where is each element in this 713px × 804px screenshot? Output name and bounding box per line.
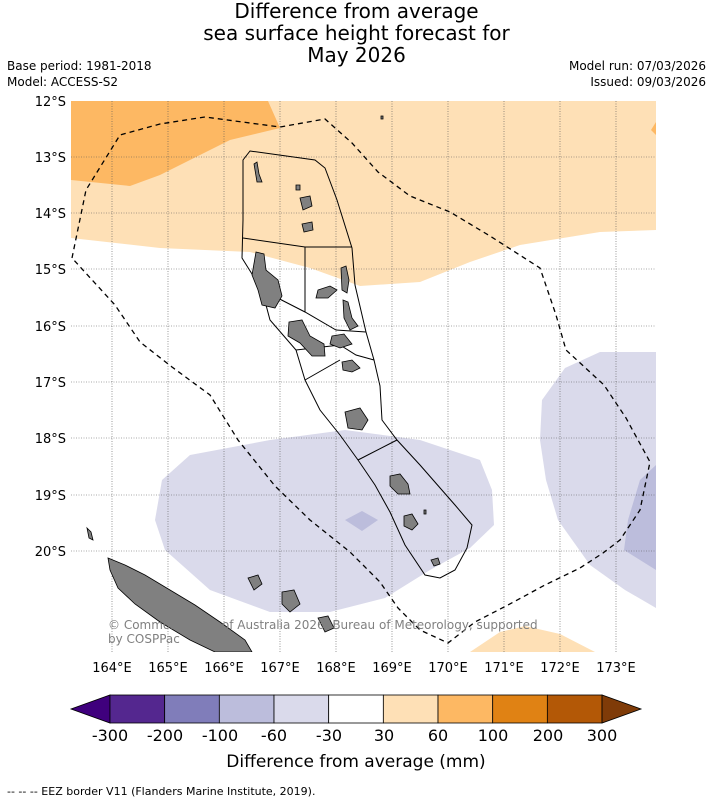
lat-label: 19°S bbox=[35, 489, 66, 504]
colorbar-tick-labels: -300 -200 -100 -60 -30 30 60 100 200 300 bbox=[92, 726, 617, 745]
island-loyalty-3 bbox=[317, 615, 335, 633]
island-loyalty-1 bbox=[247, 574, 263, 591]
chart-title: Difference from average sea surface heig… bbox=[0, 0, 713, 66]
title-line-3: May 2026 bbox=[307, 43, 406, 67]
lon-label: 173°E bbox=[596, 661, 636, 676]
anomaly-minus30-minus60-central bbox=[155, 430, 494, 612]
anomaly-60-100-east-edge bbox=[651, 122, 656, 135]
island-ambae bbox=[315, 285, 338, 299]
anomaly-30-60-south bbox=[470, 626, 595, 652]
colorbar-swatch bbox=[109, 694, 166, 724]
lat-label: 18°S bbox=[35, 432, 66, 447]
model-name: Model: ACCESS-S2 bbox=[7, 75, 119, 89]
copyright-line-1: © Commonwealth of Australia 2026, Bureau… bbox=[108, 618, 538, 632]
meta-right: Model run: 07/03/2026 Issued: 09/03/2026 bbox=[569, 58, 706, 90]
colorbar-swatch bbox=[273, 694, 330, 724]
lat-label: 16°S bbox=[35, 320, 66, 335]
island-efate bbox=[344, 407, 369, 431]
latitude-labels: 12°S 13°S 14°S 15°S 16°S 17°S 18°S 19°S … bbox=[35, 95, 66, 560]
island-loyalty-2 bbox=[281, 589, 301, 613]
island-espiritu-santo bbox=[251, 251, 283, 309]
anomaly-minus60-minus100-patch bbox=[345, 511, 378, 531]
lon-label: 164°E bbox=[92, 661, 132, 676]
base-period: Base period: 1981-2018 bbox=[7, 59, 152, 73]
colorbar-swatch bbox=[164, 694, 220, 724]
colorbar-extend-high bbox=[601, 694, 643, 724]
lon-label: 171°E bbox=[484, 661, 524, 676]
colorbar-tick-label: -30 bbox=[316, 726, 342, 745]
lon-label: 170°E bbox=[428, 661, 468, 676]
colorbar-tick-label: -100 bbox=[202, 726, 238, 745]
anomaly-30-60-north bbox=[71, 101, 656, 286]
island-erromango bbox=[389, 473, 411, 495]
colorbar-tick-label: -60 bbox=[261, 726, 287, 745]
colorbar-extend-low bbox=[69, 694, 111, 724]
lon-label: 167°E bbox=[260, 661, 300, 676]
island-small-east-2 bbox=[423, 509, 427, 515]
lat-label: 14°S bbox=[35, 207, 66, 222]
eez-border bbox=[71, 116, 651, 644]
island-aneityum bbox=[430, 557, 441, 567]
gridlines bbox=[71, 101, 656, 652]
island-gaua bbox=[301, 221, 314, 233]
colorbar-swatch bbox=[546, 694, 603, 724]
longitude-labels: 164°E 165°E 166°E 167°E 168°E 169°E 170°… bbox=[92, 661, 636, 676]
colorbar-tick-label: 300 bbox=[587, 726, 618, 745]
title-line-2: sea surface height forecast for bbox=[203, 21, 510, 45]
anomaly-minus60-minus100-east bbox=[624, 465, 656, 570]
colorbar-swatch bbox=[437, 694, 494, 724]
colorbar bbox=[69, 694, 643, 724]
title-line-1: Difference from average bbox=[234, 0, 479, 23]
colorbar-tick-label: 30 bbox=[374, 726, 394, 745]
island-torres bbox=[253, 161, 263, 183]
colorbar-tick-label: -200 bbox=[147, 726, 183, 745]
island-tanna bbox=[403, 513, 419, 531]
lat-label: 15°S bbox=[35, 263, 66, 278]
colorbar-tick-label: 60 bbox=[428, 726, 448, 745]
eez-footnote: -- -- -- EEZ border V11 (Flanders Marine… bbox=[7, 785, 316, 798]
map-area: © Commonwealth of Australia 2026, Bureau… bbox=[71, 101, 656, 652]
island-vanua-lava bbox=[299, 195, 313, 211]
colorbar-swatch bbox=[218, 694, 275, 724]
island-maewo bbox=[340, 265, 350, 294]
island-pentecost bbox=[342, 299, 359, 331]
island-epi bbox=[341, 359, 361, 373]
lon-label: 169°E bbox=[372, 661, 412, 676]
lon-label: 166°E bbox=[204, 661, 244, 676]
lon-label: 172°E bbox=[540, 661, 580, 676]
colorbar-swatch bbox=[328, 694, 384, 724]
colorbar-tick-label: 200 bbox=[533, 726, 564, 745]
island-new-caledonia bbox=[107, 557, 253, 652]
issued-date: Issued: 09/03/2026 bbox=[590, 75, 706, 89]
colorbar-tick-label: 100 bbox=[478, 726, 509, 745]
lon-label: 168°E bbox=[316, 661, 356, 676]
model-run: Model run: 07/03/2026 bbox=[568, 59, 706, 73]
lat-label: 20°S bbox=[35, 545, 66, 560]
island-small-east bbox=[380, 115, 384, 120]
lat-label: 12°S bbox=[35, 95, 66, 110]
colorbar-swatch bbox=[382, 694, 439, 724]
colorbar-tick-label: -300 bbox=[92, 726, 128, 745]
island-belep bbox=[86, 526, 94, 541]
island-malakula bbox=[287, 319, 326, 357]
colorbar-title: Difference from average (mm) bbox=[226, 752, 485, 772]
lat-label: 13°S bbox=[35, 151, 66, 166]
colorbar-swatch bbox=[492, 694, 548, 724]
copyright-line-2: by COSPPac bbox=[108, 632, 180, 646]
lat-label: 17°S bbox=[35, 376, 66, 391]
islands bbox=[86, 115, 441, 652]
lon-label: 165°E bbox=[148, 661, 188, 676]
island-ureparapara bbox=[295, 184, 301, 191]
island-ambrym bbox=[329, 333, 353, 349]
anomaly-60-100-northwest bbox=[71, 101, 280, 186]
meta-left: Base period: 1981-2018 Model: ACCESS-S2 bbox=[7, 58, 152, 90]
